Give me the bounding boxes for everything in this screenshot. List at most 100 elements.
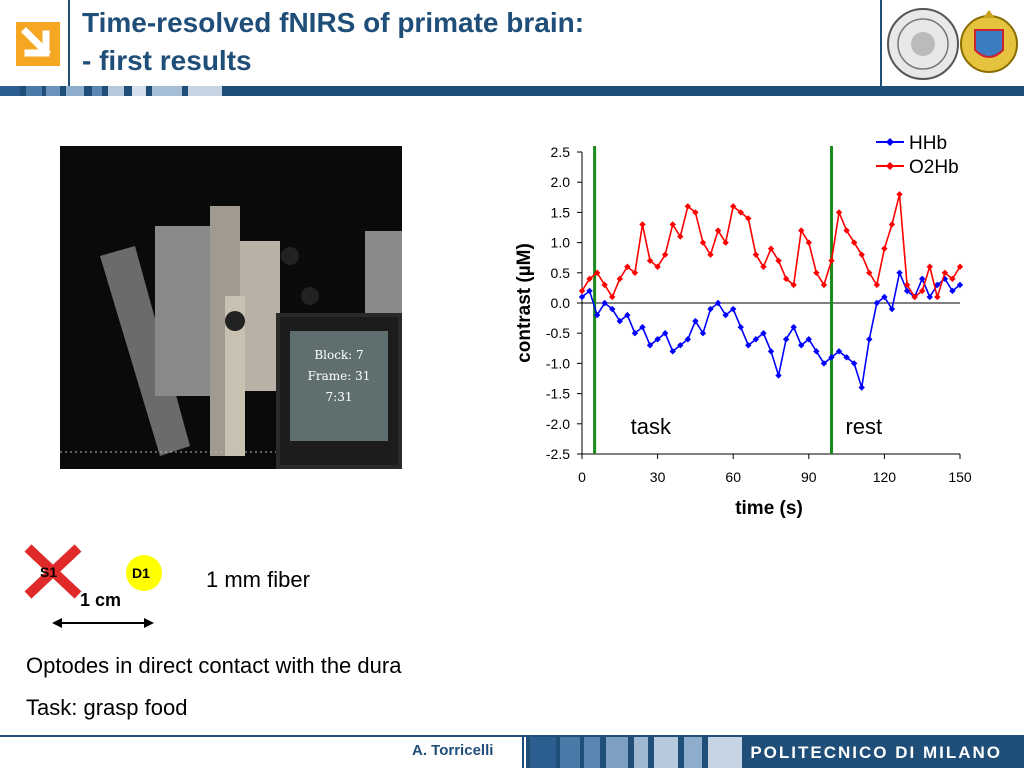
y-tick-label: 1.0 [551,235,571,251]
data-point-HHb [661,330,669,337]
data-point-O2Hb [911,293,918,301]
detector-label: D1 [132,565,150,581]
university-seals-icon [887,8,1018,80]
data-point-HHb [843,354,850,361]
distance-label: 1 cm [80,590,122,610]
note-optodes: Optodes in direct contact with the dura [26,653,402,678]
data-point-O2Hb [843,227,850,234]
y-tick-label: -1.5 [546,386,570,402]
data-point-O2Hb [813,269,820,276]
data-point-HHb [767,348,775,355]
x-tick-label: 60 [725,469,741,485]
data-point-O2Hb [593,269,601,276]
data-point-O2Hb [888,221,896,228]
data-point-O2Hb [828,257,835,264]
source-label: S1 [40,564,58,580]
contrast-chart: 2.5 2.0 1.5 1.0 0.5 0.0 -0.5 -1.0 -1.5 -2.0 -2.5 0… [514,133,972,519]
data-point-HHb [956,281,964,289]
y-axis-label: contrast (µM) [514,243,535,363]
data-point-HHb [881,293,888,301]
x-tick-label: 150 [948,469,972,485]
monitor-frame-text: Frame: 31 [307,369,371,383]
data-point-HHb [752,336,760,343]
data-point-HHb [919,275,926,283]
y-tick-label: 2.0 [551,174,571,190]
data-point-HHb [775,372,782,379]
monitor-block-text: Block: 7 [314,348,364,362]
x-tick-label: 0 [578,469,586,485]
y-tick-label: -1.0 [546,355,570,371]
institution-name: POLITECNICO DI MILANO [750,743,1002,762]
header-divider [68,0,70,86]
data-point-HHb [813,348,820,355]
detector-optode-icon [126,555,162,591]
data-point-HHb [737,323,744,331]
optode-diagram: S1 D1 1 cm [20,540,220,635]
y-tick-label: 0.5 [551,265,571,281]
data-point-O2Hb [956,263,964,270]
series-line-HHb [581,270,961,388]
data-point-HHb [798,342,805,349]
data-point-HHb [782,336,790,343]
data-point-O2Hb [578,287,586,295]
data-point-HHb [858,384,865,391]
x-tick-label: 30 [650,469,666,485]
slide-title: Time-resolved fNIRS of primate brain: [82,7,585,38]
y-tick-label: -2.5 [546,446,570,462]
data-point-HHb [601,299,608,307]
header-band [0,86,1024,96]
monitor: Block: 7 Frame: 31 7:31 [276,313,402,469]
data-point-HHb [896,269,903,276]
x-tick-label: 90 [801,469,817,485]
footer-divider [522,737,524,768]
source-optode-icon [24,544,82,599]
footer-line [0,735,1024,737]
data-point-HHb [578,293,586,301]
data-point-HHb [684,336,692,343]
data-point-O2Hb [941,269,949,276]
data-point-O2Hb [881,245,888,252]
experiment-photo: Block: 7 Frame: 31 7:31 [60,146,402,469]
data-point-O2Hb [752,251,760,258]
x-axis-label: time (s) [735,498,803,519]
data-point-O2Hb [934,293,941,301]
data-point-HHb [941,275,949,283]
marker-label-rest: rest [845,414,882,439]
footer-band: POLITECNICO DI MILANO [526,737,1024,768]
legend-marker-O2Hb [886,162,894,170]
monitor-time-text: 7:31 [325,390,353,404]
note-task: Task: grasp food [26,695,188,720]
data-point-HHb [609,305,616,313]
data-point-O2Hb [896,191,903,198]
marker-label-task: task [631,414,672,439]
data-point-O2Hb [722,239,729,246]
data-point-O2Hb [798,227,805,234]
data-point-O2Hb [639,221,646,228]
data-point-O2Hb [858,251,865,258]
y-tick-label: 1.5 [551,204,571,220]
data-point-HHb [866,336,873,343]
data-point-O2Hb [835,209,843,216]
data-point-HHb [828,354,835,361]
data-point-O2Hb [767,245,775,252]
legend-label-O2Hb: O2Hb [909,157,959,178]
slide-header [0,0,1024,86]
y-tick-label: -2.0 [546,416,570,432]
arrow-logo-icon [16,22,60,66]
slide-subtitle: - first results [82,45,252,76]
y-tick-label: -0.5 [546,325,570,341]
seal-divider [880,0,882,86]
fiber-label: 1 mm fiber [206,567,310,592]
distance-arrow-icon [52,618,154,628]
legend-label-HHb: HHb [909,133,947,154]
data-point-O2Hb [866,269,873,276]
data-point-HHb [926,293,933,301]
x-tick-label: 120 [873,469,897,485]
data-point-O2Hb [609,293,616,301]
y-tick-label: 0.0 [551,295,571,311]
data-point-O2Hb [926,263,933,270]
monitor-screen: Block: 7 Frame: 31 7:31 [290,331,388,441]
y-tick-label: 2.5 [551,144,571,160]
data-point-O2Hb [684,203,692,210]
author-name: A. Torricelli [412,742,494,759]
